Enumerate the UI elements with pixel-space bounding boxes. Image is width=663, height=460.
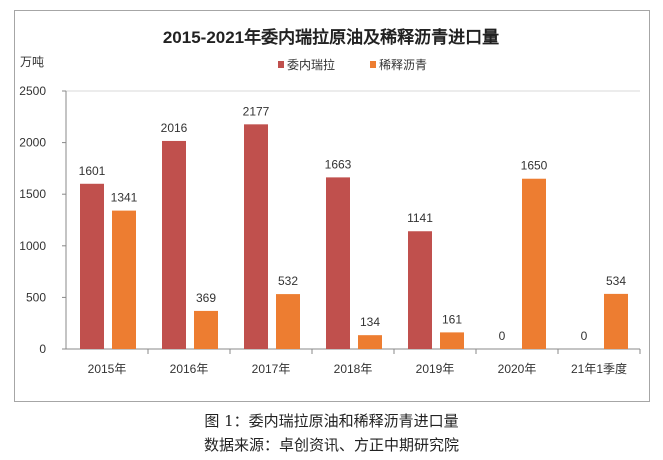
data-label: 134 — [360, 315, 380, 329]
bar — [440, 332, 464, 349]
data-label: 1601 — [79, 164, 106, 178]
x-tick-label: 2017年 — [252, 362, 291, 376]
bar — [112, 210, 136, 349]
x-tick-label: 21年1季度 — [571, 361, 627, 376]
data-label: 1650 — [521, 159, 548, 173]
bar — [604, 293, 628, 349]
bar — [326, 177, 350, 349]
data-label: 534 — [606, 274, 626, 288]
data-label: 369 — [196, 291, 216, 305]
y-tick-label: 1000 — [19, 239, 46, 253]
bar — [194, 310, 218, 349]
chart-title: 2015-2021年委内瑞拉原油及稀释沥青进口量 — [163, 27, 499, 47]
data-label: 0 — [499, 329, 506, 343]
x-tick-label: 2018年 — [334, 362, 373, 376]
chart-frame — [14, 10, 650, 402]
bar — [358, 335, 382, 349]
bar — [80, 183, 104, 349]
x-tick-label: 2015年 — [88, 362, 127, 376]
data-source: 数据来源：卓创资讯、方正中期研究院 — [203, 436, 459, 454]
x-tick-label: 2020年 — [498, 362, 537, 376]
legend-swatch — [370, 61, 376, 68]
y-tick-label: 2000 — [19, 136, 46, 150]
legend-label: 稀释沥青 — [379, 58, 427, 72]
data-label: 1141 — [407, 211, 433, 225]
data-label: 0 — [581, 329, 588, 343]
data-label: 1341 — [111, 191, 138, 205]
y-axis-label: 万吨 — [20, 55, 44, 69]
x-tick-label: 2016年 — [170, 362, 209, 376]
data-label: 2177 — [243, 104, 270, 118]
data-label: 1663 — [325, 157, 352, 171]
bar — [276, 294, 300, 349]
y-tick-label: 2500 — [19, 84, 46, 98]
bar — [162, 140, 186, 349]
bar — [408, 231, 432, 349]
y-tick-label: 500 — [26, 290, 46, 304]
bar — [244, 124, 268, 349]
data-label: 532 — [278, 274, 298, 288]
legend-label: 委内瑞拉 — [287, 57, 335, 72]
bar — [522, 178, 546, 349]
x-tick-label: 2019年 — [416, 362, 455, 376]
data-label: 161 — [442, 312, 462, 326]
data-label: 2016 — [161, 121, 188, 135]
figure-caption: 图 1：委内瑞拉原油和稀释沥青进口量 — [204, 412, 459, 430]
y-tick-label: 0 — [39, 342, 46, 356]
y-tick-label: 1500 — [19, 187, 46, 201]
legend-swatch — [278, 61, 284, 68]
